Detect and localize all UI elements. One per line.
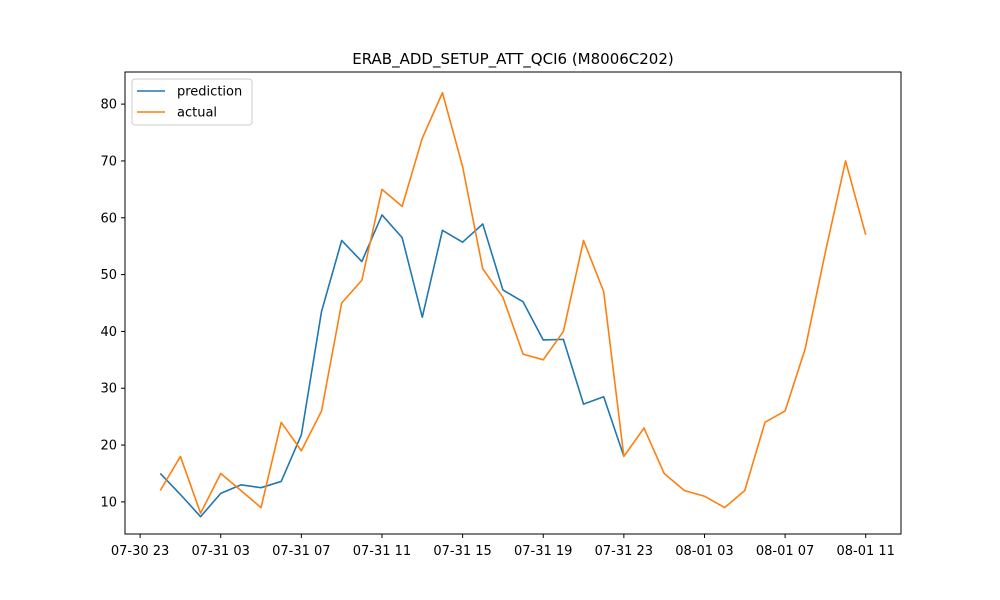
x-tick-label: 07-31 23 — [595, 544, 653, 559]
y-tick-label: 40 — [100, 325, 117, 340]
legend-label-actual: actual — [177, 106, 217, 121]
x-tick-label: 07-31 19 — [514, 544, 572, 559]
axes-frame — [124, 71, 902, 535]
chart-title: ERAB_ADD_SETUP_ATT_QCI6 (M8006C202) — [352, 50, 674, 69]
y-tick-label: 70 — [100, 154, 117, 169]
y-tick-label: 80 — [100, 98, 117, 113]
x-tick-label: 07-31 03 — [192, 544, 250, 559]
plot-area — [159, 91, 867, 518]
x-tick-label: 07-31 07 — [272, 544, 330, 559]
x-tick-label: 07-31 11 — [353, 544, 411, 559]
y-tick-label: 50 — [100, 268, 117, 283]
x-tick-label: 07-30 23 — [111, 544, 169, 559]
y-tick-label: 10 — [100, 495, 117, 510]
x-tick-label: 08-01 11 — [837, 544, 895, 559]
legend: prediction actual — [131, 78, 253, 126]
x-tick-label: 08-01 07 — [756, 544, 814, 559]
x-tick-label: 07-31 15 — [433, 544, 491, 559]
axes: 07-30 23 07-31 03 07-31 07 07-31 11 07-31 15… — [100, 71, 902, 559]
y-tick-label: 30 — [100, 382, 117, 397]
y-tick-label: 60 — [100, 211, 117, 226]
y-tick-label: 20 — [100, 439, 117, 454]
x-tick-label: 08-01 03 — [675, 544, 733, 559]
legend-label-prediction: prediction — [177, 85, 242, 100]
series-line-prediction — [159, 214, 625, 518]
series-line-actual — [159, 91, 867, 515]
